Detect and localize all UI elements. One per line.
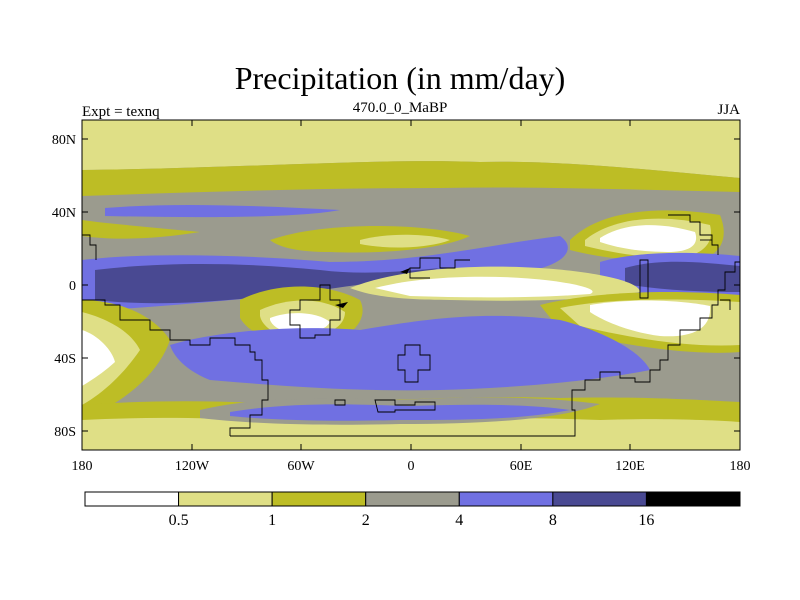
lat-tick-label: 80N (52, 133, 76, 148)
lat-tick-label: 40S (54, 352, 76, 367)
lon-tick-label: 180 (730, 459, 751, 474)
legend-swatch (458, 491, 554, 507)
legend-swatch (178, 491, 273, 507)
legend-boundary-label: 1 (268, 512, 276, 529)
legend-colorbar (84, 491, 741, 507)
legend-boundary-label: 2 (362, 512, 370, 529)
legend-boundary-label: 8 (549, 512, 557, 529)
lon-tick-label: 60W (287, 459, 315, 474)
lon-tick-label: 0 (408, 459, 415, 474)
legend-boundary-label: 4 (455, 512, 463, 529)
continent-outlines (82, 214, 740, 437)
legend-boundary-label: 0.5 (169, 512, 189, 529)
map-title: Precipitation (in mm/day) (234, 60, 566, 96)
lat-tick-label: 40N (52, 206, 76, 221)
axis-ticks (81, 120, 741, 450)
legend-swatch (271, 491, 367, 507)
lat-tick-label: 0 (69, 279, 76, 294)
legend-swatch (84, 491, 180, 507)
legend-swatch (645, 491, 741, 507)
lat-tick-label: 80S (54, 425, 76, 440)
period-label: 470.0_0_MaBP (352, 100, 448, 116)
lon-tick-label: 120E (615, 459, 645, 474)
lon-tick-label: 120W (175, 459, 210, 474)
legend-labels: 0.5 1 2 4 8 16 (169, 512, 655, 529)
lon-tick-label: 60E (510, 459, 533, 474)
lon-tick-label: 180 (72, 459, 93, 474)
season-label: JJA (717, 102, 740, 118)
experiment-label: Expt = texnq (82, 104, 160, 120)
legend-swatch (552, 491, 647, 507)
map-fill (82, 120, 740, 450)
legend-swatch (365, 491, 460, 507)
legend-boundary-label: 16 (638, 512, 654, 529)
